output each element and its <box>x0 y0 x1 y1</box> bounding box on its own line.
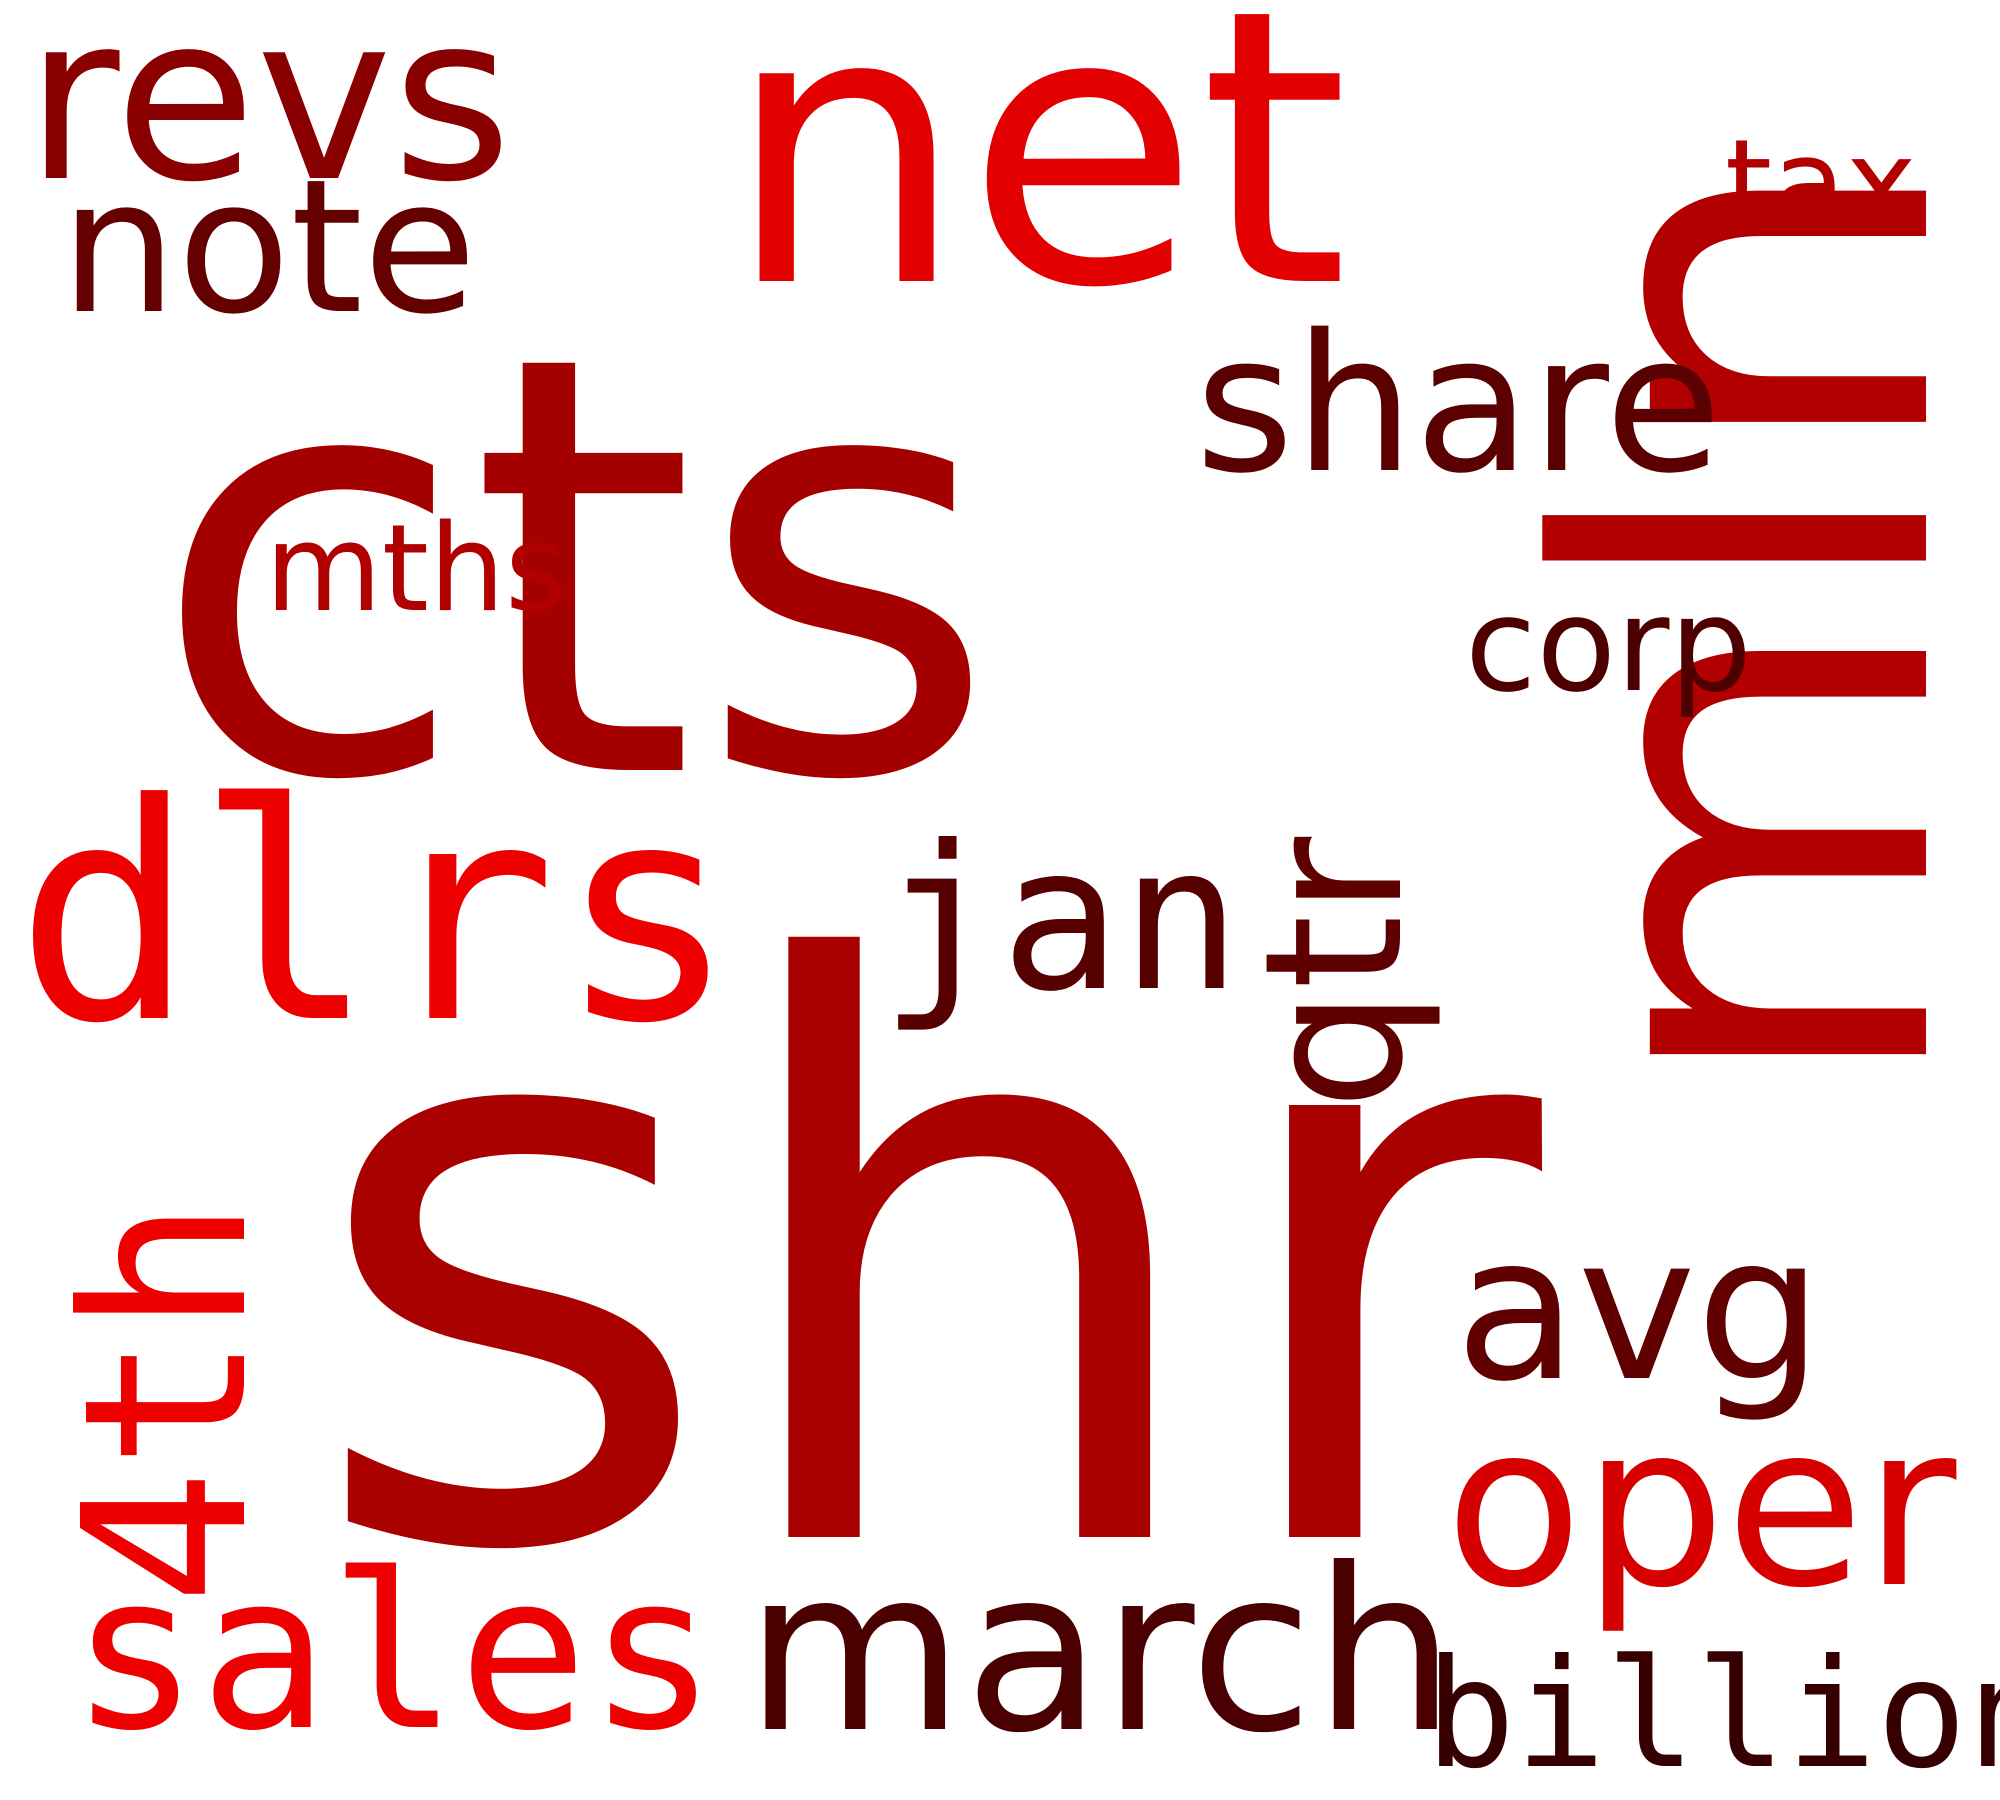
word-shr: shr <box>305 805 1543 1724</box>
word-dlrs: dlrs <box>15 740 738 1089</box>
word-jan: jan <box>880 803 1242 1036</box>
word-revs: revs <box>25 0 512 233</box>
word-sales: sales <box>70 1527 718 1778</box>
word-march: march <box>745 1521 1456 1783</box>
word-note: note <box>60 139 477 355</box>
word-oper: oper <box>1445 1376 1957 1638</box>
word-mths: mths <box>265 500 568 639</box>
word-net: net <box>725 0 1349 371</box>
word-corp: corp <box>1465 569 1752 721</box>
word-avg: avg <box>1455 1193 1823 1426</box>
word-billion: billion <box>1425 1628 2000 1800</box>
word-cts: cts <box>150 232 999 907</box>
word-tax: tax <box>1725 115 1917 254</box>
word-share: share <box>1195 294 1722 515</box>
